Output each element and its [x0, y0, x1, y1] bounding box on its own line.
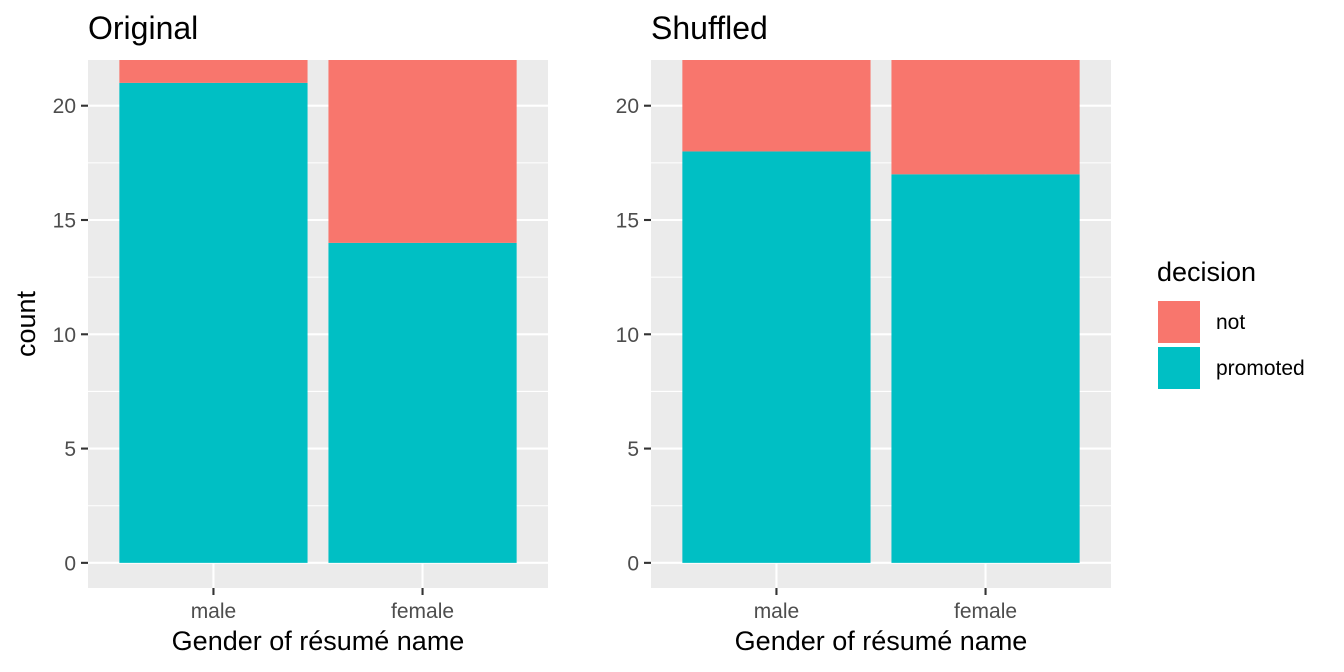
y-tick-label: 20 — [53, 95, 76, 118]
bar-male-promoted — [682, 151, 871, 563]
x-tick-label: female — [954, 600, 1017, 623]
x-tick-label: female — [391, 600, 454, 623]
bar-male-not — [119, 60, 308, 83]
y-tick-label: 5 — [627, 438, 639, 461]
y-tick-label: 10 — [53, 324, 76, 347]
x-tick-label: male — [191, 600, 237, 623]
y-axis-title: count — [11, 290, 41, 357]
x-axis-title: Gender of résumé name — [735, 626, 1028, 656]
y-tick-label: 15 — [616, 210, 639, 233]
legend: decision not promoted — [1157, 257, 1305, 389]
legend-swatch-not — [1158, 301, 1200, 343]
bar-female-promoted — [328, 242, 517, 563]
legend-title: decision — [1157, 257, 1256, 287]
panel-1: 0 5 10 15 20 male female Gender of résumé name S… — [616, 10, 1111, 656]
legend-swatch-promoted — [1158, 347, 1200, 389]
y-tick-label: 5 — [64, 438, 76, 461]
bar-male-not — [682, 60, 871, 152]
y-tick-label: 15 — [53, 210, 76, 233]
bar-female-promoted — [891, 174, 1080, 563]
y-tick-label: 10 — [616, 324, 639, 347]
y-tick-label: 0 — [627, 552, 639, 575]
x-axis-title: Gender of résumé name — [172, 626, 465, 656]
bars — [682, 60, 1080, 563]
bar-male-promoted — [119, 82, 308, 563]
x-tick-label: male — [754, 600, 800, 623]
bar-female-not — [891, 60, 1080, 175]
y-tick-label: 20 — [616, 95, 639, 118]
panel-title: Shuffled — [651, 10, 768, 46]
bar-female-not — [328, 60, 517, 243]
bars — [119, 60, 517, 563]
legend-label-promoted: promoted — [1216, 357, 1305, 380]
legend-label-not: not — [1216, 311, 1245, 334]
y-tick-label: 0 — [64, 552, 76, 575]
panel-0: 0 5 10 15 20 male female Gender of résumé name c… — [11, 10, 548, 656]
panel-title: Original — [88, 10, 198, 46]
